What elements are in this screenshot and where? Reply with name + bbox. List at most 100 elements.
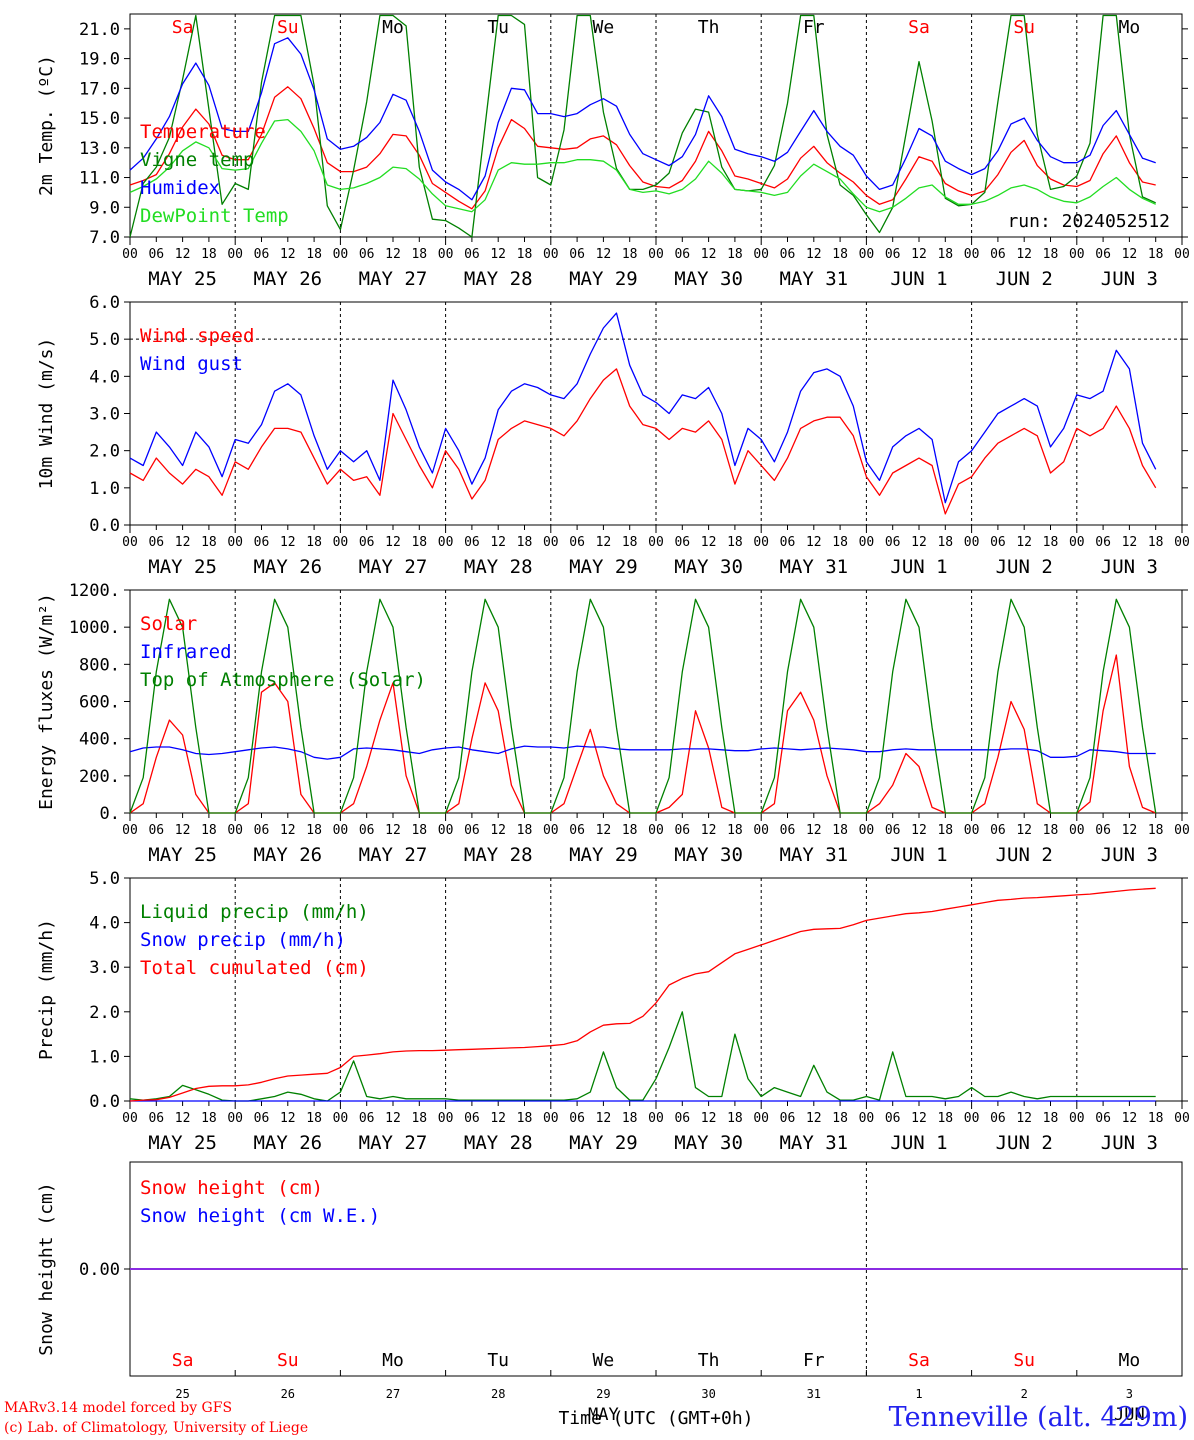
hour-tick-label: 12 [596,535,612,550]
y-tick-label: 5.0 [89,869,120,889]
hour-tick-label: 00 [648,247,664,262]
hour-tick-label: 00 [1069,1111,1085,1126]
hour-tick-label: 18 [622,247,638,262]
hour-tick-label: 00 [227,535,243,550]
date-label: MAY 29 [569,1132,638,1154]
date-label: MAY 28 [464,268,533,290]
date-label: JUN 2 [996,556,1053,578]
y-tick-label: 1200. [69,581,120,601]
hour-tick-label: 06 [885,823,901,838]
hour-tick-label: 00 [964,1111,980,1126]
date-label: JUN 3 [1101,1132,1158,1154]
hour-tick-label: 00 [648,823,664,838]
hour-tick-label: 06 [990,823,1006,838]
hour-tick-label: 06 [148,535,164,550]
hour-tick-label: 06 [990,535,1006,550]
y-tick-label: 800. [79,655,120,675]
date-label: MAY 27 [359,556,428,578]
legend-dewpoint-temp: DewPoint Temp [140,205,289,227]
hour-tick-label: 12 [175,1111,191,1126]
day-number-label: 26 [281,1387,295,1401]
hour-tick-label: 00 [964,247,980,262]
date-label: JUN 3 [1101,556,1158,578]
hour-tick-label: 00 [1069,823,1085,838]
station-title: Tenneville (alt. 429m) [888,1402,1188,1433]
hour-tick-label: 18 [306,535,322,550]
legend-top-of-atmosphere-solar-: Top of Atmosphere (Solar) [140,669,426,691]
hour-tick-label: 18 [411,1111,427,1126]
day-number-label: 28 [491,1387,505,1401]
legend-infrared: Infrared [140,641,232,663]
legend-temperature: Temperature [140,121,266,143]
weekday-label: Su [1013,1350,1035,1371]
date-label: JUN 1 [890,1132,947,1154]
hour-tick-label: 06 [254,1111,270,1126]
date-label: MAY 28 [464,556,533,578]
y-tick-label: 6.0 [89,293,120,313]
weekday-label: Tu [487,1350,509,1371]
hour-tick-label: 00 [964,823,980,838]
hour-tick-label: 06 [885,1111,901,1126]
hour-tick-label: 06 [569,535,585,550]
month-label: MAY [588,1405,619,1425]
hour-tick-label: 06 [1095,535,1111,550]
legend-wind-gust: Wind gust [140,353,243,375]
y-tick-label: 2.0 [89,442,120,462]
panel-snow: 0.00 Snow height (cm) Snow height (cm) Snow… [36,1161,1188,1429]
panel-radiation: 0. 200. 400. 600. 800. 1000. 1200. Energy fluxe… [36,581,1190,866]
date-label: JUN 1 [890,844,947,866]
hour-tick-label: 06 [254,823,270,838]
month-label: JUN [1114,1405,1145,1425]
hour-tick-label: 12 [280,535,296,550]
hour-tick-label: 00 [1174,247,1190,262]
date-label: MAY 25 [148,844,217,866]
panel-wind: 0.0 1.0 2.0 3.0 4.0 5.0 6.0 10m Wind (m/s) 00 06 1… [36,293,1190,578]
weekday-label: Sa [172,17,194,38]
hour-tick-label: 00 [1174,535,1190,550]
day-number-label: 30 [701,1387,715,1401]
hour-tick-label: 12 [806,535,822,550]
hour-tick-label: 00 [543,823,559,838]
hour-tick-label: 12 [175,535,191,550]
hour-tick-label: 06 [780,1111,796,1126]
hour-tick-label: 00 [1069,247,1085,262]
date-label: MAY 26 [253,268,322,290]
hour-tick-label: 18 [201,1111,217,1126]
hour-tick-label: 18 [1148,247,1164,262]
hour-tick-label: 06 [148,1111,164,1126]
date-label: JUN 2 [996,268,1053,290]
series-line-top-of-atmosphere-solar- [129,598,1157,814]
series-line-vigne-temp [129,14,1156,238]
date-label: MAY 30 [674,268,743,290]
legend-vigne-temp: Vigne temp [140,149,254,171]
hour-tick-label: 00 [1174,823,1190,838]
date-label: MAY 25 [148,268,217,290]
series-line-temperature [129,86,1156,210]
y-tick-label: 7.0 [89,228,120,248]
hour-tick-label: 12 [701,823,717,838]
legend-total-cumulated-cm-: Total cumulated (cm) [140,957,369,979]
hour-tick-label: 18 [517,823,533,838]
weekday-label: Mo [382,17,404,38]
hour-tick-label: 00 [543,247,559,262]
y-axis-label: Precip (mm/h) [36,919,57,1060]
hour-tick-label: 00 [333,247,349,262]
series-line-dewpoint-temp [129,118,1156,213]
hour-tick-label: 12 [175,823,191,838]
hour-tick-label: 00 [859,823,875,838]
date-label: MAY 30 [674,1132,743,1154]
date-label: JUN 3 [1101,268,1158,290]
hour-tick-label: 12 [490,247,506,262]
y-tick-label: 400. [79,730,120,750]
hour-tick-label: 18 [832,535,848,550]
y-axis-label: 2m Temp. (ºC) [36,55,57,196]
hour-tick-label: 12 [701,247,717,262]
y-axis-label: 10m Wind (m/s) [36,338,57,490]
hour-tick-label: 12 [911,535,927,550]
hour-tick-label: 06 [254,535,270,550]
hour-tick-label: 06 [1095,823,1111,838]
hour-tick-label: 12 [806,1111,822,1126]
hour-tick-label: 18 [937,247,953,262]
hour-tick-label: 18 [937,823,953,838]
day-number-label: 25 [175,1387,189,1401]
